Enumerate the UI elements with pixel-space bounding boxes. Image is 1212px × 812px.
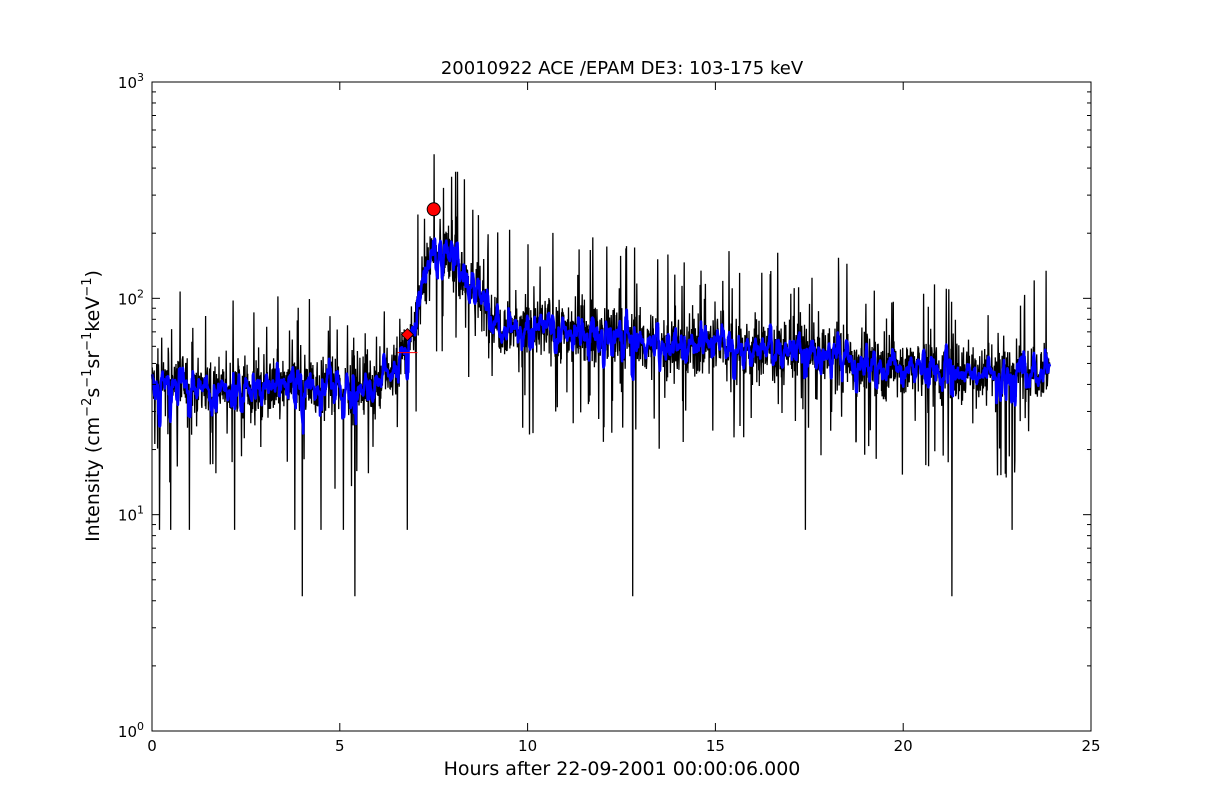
x-axis-label: Hours after 22-09-2001 00:00:06.000 <box>444 758 801 780</box>
y-tick-label: 102 <box>118 287 144 308</box>
x-tick-label: 0 <box>147 737 157 755</box>
x-tick-label: 5 <box>335 737 345 755</box>
x-tick-label: 10 <box>518 737 537 755</box>
onset-marker <box>400 328 414 342</box>
x-tick-label: 25 <box>1081 737 1100 755</box>
y-tick-label: 100 <box>118 720 144 741</box>
x-tick-label: 15 <box>706 737 725 755</box>
plot-area <box>150 154 1052 597</box>
x-tick-label: 20 <box>894 737 913 755</box>
y-axis-label: Intensity (cm−2s−1sr−1keV−1) <box>80 270 104 542</box>
axes-frame <box>151 81 1092 732</box>
peak-marker <box>426 202 441 217</box>
chart-title: 20010922 ACE /EPAM DE3: 103-175 keV <box>441 58 804 79</box>
y-tick-label: 103 <box>118 71 144 92</box>
axis-ticks: 0 5 10 15 20 25 100 101 102 103 <box>118 71 1101 755</box>
series-smoothed-intensity-line <box>150 237 1052 435</box>
y-tick-label: 101 <box>118 504 144 525</box>
